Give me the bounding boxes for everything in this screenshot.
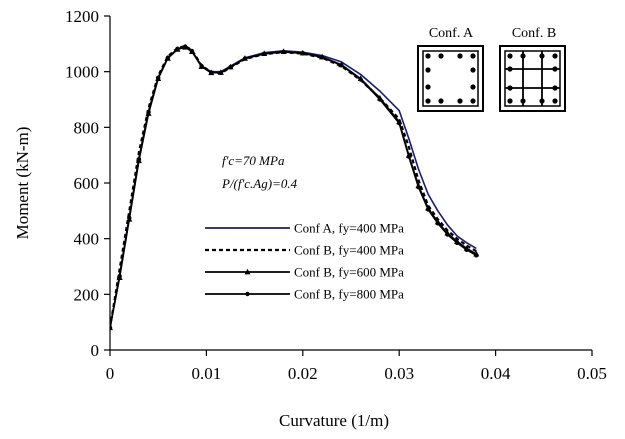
data-point — [416, 184, 421, 190]
conf-b-section-icon: Conf. B — [499, 26, 566, 112]
y-tick-label: 1000 — [65, 63, 99, 82]
conf-a-label: Conf. A — [429, 26, 474, 41]
annotation-axial-ratio: P/(f'c.Ag)=0.4 — [221, 176, 298, 191]
legend-item: Conf B, fy=600 MPa — [205, 265, 404, 280]
data-point — [445, 232, 450, 237]
x-tick-label: 0.01 — [192, 364, 222, 383]
legend-label: Conf B, fy=800 MPa — [294, 287, 404, 302]
data-point — [199, 63, 204, 69]
x-axis-ticks: 0 0.01 0.02 0.03 0.04 0.05 — [106, 350, 607, 383]
data-point — [165, 55, 171, 60]
data-point — [406, 154, 412, 159]
x-tick-label: 0.03 — [384, 364, 414, 383]
legend-label: Conf B, fy=400 MPa — [294, 243, 404, 258]
series-layer — [110, 43, 480, 331]
x-tick-label: 0 — [106, 364, 115, 383]
legend-label: Conf A, fy=400 MPa — [294, 221, 404, 236]
data-point — [209, 70, 214, 75]
data-point — [262, 51, 267, 57]
data-point — [182, 44, 188, 49]
y-tick-label: 400 — [74, 230, 100, 249]
data-point — [136, 157, 142, 162]
legend-marker — [245, 291, 250, 297]
y-tick-label: 800 — [74, 118, 100, 137]
conf-b-label: Conf. B — [512, 26, 556, 41]
series-4 — [110, 44, 479, 330]
y-tick-label: 600 — [74, 174, 100, 193]
legend-marker — [244, 268, 251, 275]
data-point — [175, 46, 180, 52]
data-point — [117, 274, 122, 279]
data-point — [110, 325, 113, 330]
x-tick-label: 0.05 — [577, 364, 607, 383]
y-tick-label: 1200 — [65, 7, 99, 26]
data-point — [281, 49, 286, 55]
data-point — [425, 207, 431, 212]
legend-label: Conf B, fy=600 MPa — [294, 265, 404, 280]
annotation-strength: f'c=70 MPa — [222, 153, 285, 168]
y-tick-label: 0 — [91, 341, 100, 360]
y-axis-label: Moment (kN-m) — [13, 127, 32, 240]
legend: Conf A, fy=400 MPa Conf B, fy=400 MPa Conf… — [205, 221, 404, 302]
data-point — [358, 77, 363, 82]
data-point — [218, 70, 224, 75]
legend-item: Conf B, fy=800 MPa — [205, 287, 404, 302]
data-point — [228, 65, 233, 70]
y-tick-label: 200 — [74, 285, 100, 304]
data-point — [300, 51, 305, 56]
x-tick-label: 0.04 — [481, 364, 511, 383]
conf-a-section-icon: Conf. A — [417, 26, 484, 112]
data-point — [146, 109, 151, 115]
legend-item: Conf A, fy=400 MPa — [205, 221, 404, 236]
data-point — [189, 48, 195, 54]
data-point — [454, 240, 460, 246]
x-axis-label: Curvature (1/m) — [279, 411, 389, 430]
data-point — [127, 215, 132, 220]
data-point — [339, 63, 344, 68]
x-tick-label: 0.02 — [288, 364, 318, 383]
data-point — [242, 56, 248, 61]
legend-item: Conf B, fy=400 MPa — [205, 243, 404, 258]
data-point — [319, 54, 325, 60]
data-point — [377, 97, 383, 102]
data-point — [397, 120, 402, 126]
data-point — [156, 75, 161, 80]
y-axis-ticks: 0 200 400 600 800 1000 1200 — [65, 7, 110, 360]
data-point — [435, 221, 440, 226]
data-point — [464, 247, 469, 252]
data-point — [474, 253, 479, 258]
